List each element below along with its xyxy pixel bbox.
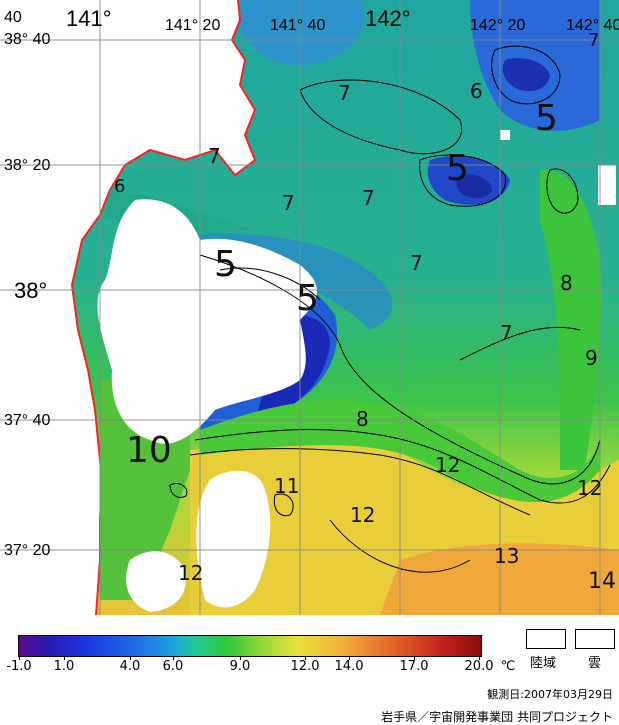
contour-label: 7	[282, 191, 295, 215]
cold-core-east	[456, 174, 492, 199]
cloud-n-speck	[500, 130, 510, 140]
contour-label: 7	[588, 30, 599, 51]
cloud-south	[196, 470, 271, 608]
contour-label: 12	[178, 561, 203, 585]
contour-label: 8	[356, 407, 369, 431]
contour-label: 5	[535, 98, 558, 139]
cloud-label: 雲	[588, 656, 602, 671]
lat-label-37-20: 37° 20	[4, 542, 51, 559]
lon-label-142: 142°	[365, 6, 411, 31]
contour-label: 12	[577, 476, 602, 500]
lon-label-142-20: 142° 20	[470, 17, 525, 34]
contour-label: 7	[362, 186, 375, 210]
scale-tick: 20.0	[464, 659, 494, 674]
contour-label: 5	[446, 148, 469, 189]
contour-label: 12	[350, 503, 375, 527]
unit-label: ℃	[500, 659, 516, 674]
observation-date: 観測日:2007年03月29日	[487, 688, 613, 701]
cloud-west	[97, 199, 317, 444]
scale-tick: 14.0	[334, 659, 364, 674]
cold-patch-north	[230, 0, 364, 66]
land-label: 陸域	[530, 656, 557, 671]
contour-label: 5	[214, 244, 237, 285]
scale-tick: -1.0	[6, 659, 32, 674]
contour-label: 7	[208, 144, 221, 168]
contour-label: 6	[114, 176, 125, 197]
land-swatch	[526, 629, 566, 649]
corner-label: 40	[4, 9, 22, 26]
land-mainland	[0, 0, 255, 615]
scale-tick: 12.0	[290, 659, 320, 674]
green-east-band	[540, 169, 602, 470]
contour-label: 12	[435, 453, 460, 477]
contour-value-labels: 7 6 5 5 7 7 6 7 7 5 5 8 7 9 8 7 10 12 12…	[114, 30, 616, 594]
lat-label-38-20: 38° 20	[4, 157, 51, 174]
scale-tick: 17.0	[399, 659, 429, 674]
lon-label-141-20: 141° 20	[165, 17, 220, 34]
cloud-swatch	[575, 629, 615, 649]
contour-label: 5	[296, 278, 319, 319]
legend: -1.0 1.0 4.0 6.0 9.0 12.0 14.0 17.0 20.0…	[0, 615, 619, 725]
credit: 岩手県／宇宙開発事業団 共同プロジェクト	[381, 710, 613, 724]
graticule	[0, 0, 619, 615]
contour-label: 8	[560, 271, 573, 295]
lon-label-141-40: 141° 40	[270, 17, 325, 34]
cloud-ne-speck	[598, 165, 616, 205]
color-scale-bar	[18, 635, 482, 657]
contour-label: 10	[126, 430, 172, 471]
lat-label-37-40: 37° 40	[4, 412, 51, 429]
contour-label: 7	[410, 251, 423, 275]
contour-label: 7	[500, 321, 513, 345]
scale-tick: 6.0	[162, 659, 184, 674]
lat-label-38: 38°	[14, 278, 47, 303]
contour-label: 11	[274, 474, 299, 498]
cold-core-ne	[502, 58, 550, 92]
contour-label: 6	[470, 79, 483, 103]
sst-map: 141° 141° 20 141° 40 142° 142° 20 142° 4…	[0, 0, 619, 615]
contour-label: 14	[588, 569, 616, 594]
lat-label-38-40: 38° 40	[4, 31, 51, 48]
contour-label: 13	[494, 544, 519, 568]
scale-tick: 4.0	[119, 659, 141, 674]
contour-label: 9	[585, 346, 598, 370]
cloud-southwest	[126, 551, 186, 612]
contour-lines	[169, 45, 611, 573]
lon-label-142-40: 142° 40	[566, 17, 619, 34]
lon-label-141: 141°	[66, 6, 112, 31]
scale-tick: 9.0	[229, 659, 251, 674]
scale-tick: 1.0	[53, 659, 75, 674]
contour-label: 7	[338, 81, 351, 105]
